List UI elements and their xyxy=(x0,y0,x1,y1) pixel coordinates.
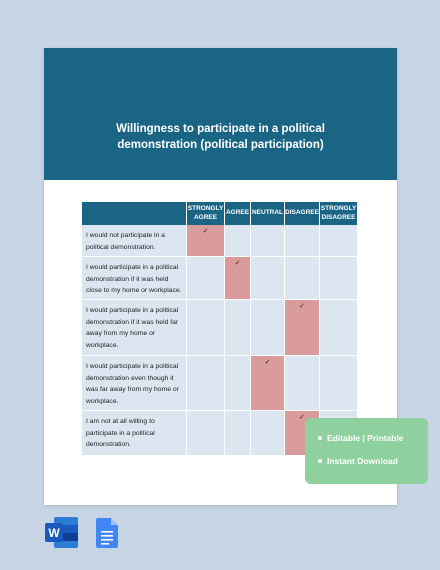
icon-shape xyxy=(45,523,63,542)
response-cell xyxy=(320,356,358,411)
statement-line: I am not at all willing to xyxy=(86,418,155,425)
response-cell xyxy=(225,411,251,456)
check-mark: ✓ xyxy=(234,260,241,267)
response-cell xyxy=(187,300,225,356)
statement-cell: I am not at all willing to participate in… xyxy=(82,411,187,456)
icon-letter: W xyxy=(48,526,60,540)
title-line: Willingness to participate in a politica… xyxy=(116,123,325,135)
statement-line: I would participate in a political xyxy=(86,264,179,271)
feature-text: Instant Download xyxy=(327,456,398,466)
icon-shape xyxy=(101,539,113,541)
statement-cell: I would participate in a political demons… xyxy=(82,257,187,300)
statement-line: participate in a political xyxy=(86,429,155,437)
statement-line: demonstration. xyxy=(86,441,131,448)
feature-text: Editable | Printable xyxy=(327,433,404,443)
response-cell xyxy=(187,257,225,300)
response-cell xyxy=(285,257,320,300)
statement-cell: I would participate in a political demons… xyxy=(82,356,187,411)
icon-shape xyxy=(101,535,113,537)
selected-cell: ✓ xyxy=(251,356,285,411)
feature-item: Instant Download xyxy=(318,455,428,467)
response-cell xyxy=(225,300,251,356)
column-header: AGREE xyxy=(225,202,251,225)
bullet xyxy=(318,459,322,463)
statement-line: away from my home or xyxy=(86,330,156,337)
check-mark: ✓ xyxy=(202,228,209,235)
statement-line: demonstration if it was held far xyxy=(86,318,179,326)
column-header: STRONGLY AGREE xyxy=(187,202,225,225)
header-cell xyxy=(82,202,187,225)
bullet xyxy=(318,436,322,440)
document-title: Willingness to participate in a politica… xyxy=(100,121,341,153)
response-cell xyxy=(320,257,358,300)
word-icon: W xyxy=(45,517,78,548)
statement-line: I would participate in a political xyxy=(86,363,179,370)
check-mark: ✓ xyxy=(264,359,271,366)
statement-line: demonstration if it was held xyxy=(86,275,169,283)
response-cell xyxy=(251,300,285,356)
icon-shape xyxy=(101,531,113,533)
icon-shape xyxy=(54,533,78,541)
icon-shape xyxy=(111,518,118,525)
statement-line: demonstration even though it xyxy=(86,374,174,382)
response-cell xyxy=(251,257,285,300)
selected-cell: ✓ xyxy=(187,225,225,257)
statement-line: political demonstration. xyxy=(86,243,156,251)
response-cell xyxy=(225,225,251,257)
response-cell xyxy=(285,225,320,257)
selected-cell: ✓ xyxy=(285,300,320,356)
statement-line: workplace. xyxy=(86,341,119,349)
statement-line: was far away from my home or xyxy=(86,386,179,393)
statement-line: close to my home or workplace. xyxy=(86,287,182,294)
response-cell xyxy=(187,356,225,411)
icon-shape xyxy=(101,543,109,545)
docs-icon xyxy=(96,518,118,548)
feature-item: Editable | Printable xyxy=(318,432,428,444)
response-cell xyxy=(251,225,285,257)
statement-line: I would participate in a political xyxy=(86,307,179,314)
response-cell xyxy=(320,225,358,257)
features-badge: Editable | Printable Instant Download xyxy=(305,418,428,484)
check-mark: ✓ xyxy=(299,303,305,310)
header-banner xyxy=(44,48,397,180)
selected-cell: ✓ xyxy=(225,257,251,300)
response-cell xyxy=(320,300,358,356)
check-mark: ✓ xyxy=(299,414,305,421)
response-cell xyxy=(285,356,320,411)
statement-cell: I would not participate in a political de… xyxy=(82,225,187,257)
response-cell xyxy=(187,411,225,456)
response-cell xyxy=(225,356,251,411)
response-cell xyxy=(251,411,285,456)
column-header: STRONGLY DISAGREE xyxy=(320,202,358,225)
column-header: DISAGREE xyxy=(285,202,320,225)
title-line: demonstration (political participation) xyxy=(117,139,324,151)
statement-line: I would not participate in a xyxy=(86,232,165,239)
icon-shape xyxy=(54,525,78,533)
column-header: NEUTRAL xyxy=(251,202,285,225)
statement-cell: I would participate in a political demons… xyxy=(82,300,187,356)
statement-line: workplace. xyxy=(86,397,119,405)
